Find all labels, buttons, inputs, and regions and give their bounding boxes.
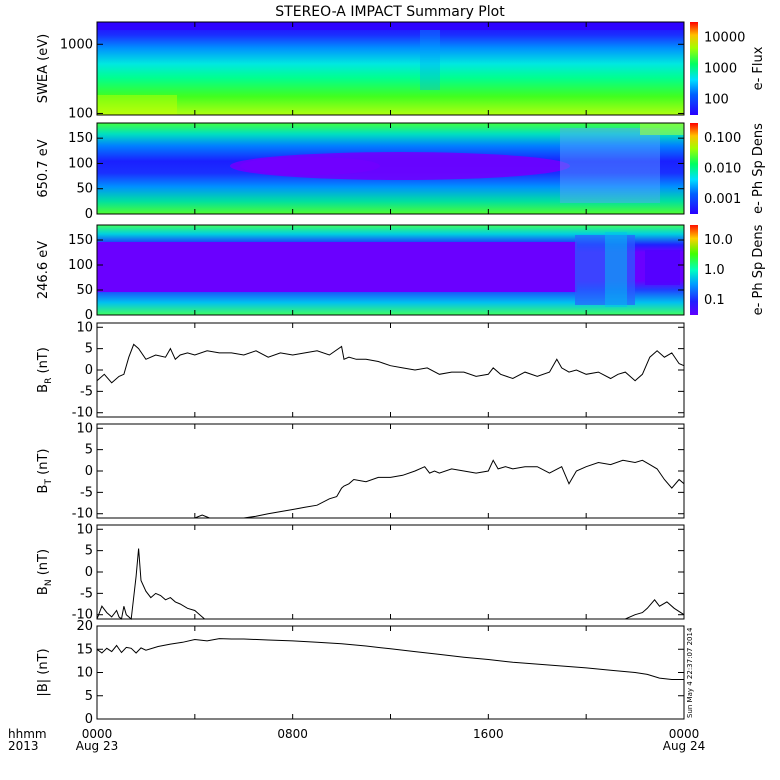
pad-650-ytick-label: 100	[68, 156, 93, 171]
bt-ytick-label: 5	[85, 443, 93, 458]
x-tick-date: Aug 23	[76, 739, 119, 753]
bmag-series-line	[96, 638, 684, 680]
swea-spectrogram	[97, 22, 684, 115]
swea-colorbar-tick: 1000	[704, 62, 737, 77]
bn-ytick-label: 0	[85, 565, 93, 580]
swea-ytick-label: 1000	[60, 37, 93, 52]
bn-frame	[96, 524, 685, 620]
bt-ytick-label: -5	[80, 485, 93, 500]
bmag-frame	[96, 625, 685, 720]
bn-ytick-label: -10	[72, 608, 93, 623]
bmag-ylabel: |B| (nT)	[36, 648, 51, 696]
br-ytick-label: -5	[80, 384, 93, 399]
pad-650-ylabel: 650.7 eV	[36, 139, 51, 197]
swea-colorbar-tick: 100	[704, 93, 729, 108]
bn-series-line	[96, 548, 685, 621]
pad-246-ylabel: 246.6 eV	[36, 241, 51, 299]
pad-246-spectrogram	[97, 225, 684, 315]
bn-ytick-label: 10	[76, 522, 93, 537]
bn-ytick-label: 5	[85, 544, 93, 559]
timestamp: Sun May 4 22:37:07 2014	[686, 627, 694, 718]
pad-246-colorbar-tick: 1.0	[704, 263, 725, 278]
swea-ylabel: SWEA (eV)	[36, 34, 51, 103]
x-row2-label: 2013	[8, 739, 39, 753]
br-ylabel: BR (nT)	[36, 347, 54, 393]
bmag-ytick-label: 15	[76, 642, 93, 657]
pad-246-ytick-label: 0	[85, 308, 93, 323]
pad-650-spectrogram	[97, 123, 684, 214]
x-tick-date: Aug 24	[663, 739, 706, 753]
bn-ylabel: BN (nT)	[36, 549, 54, 595]
pad-246-colorbar-label: e- Ph Sp Dens	[751, 224, 766, 315]
pad-650-colorbar-tick: 0.010	[704, 162, 741, 177]
pad-246-ytick-label: 150	[68, 233, 93, 248]
pad-650-colorbar-tick: 0.100	[704, 131, 741, 146]
swea-colorbar-label: e- Flux	[751, 46, 766, 90]
x-tick-time: 1600	[473, 727, 504, 741]
swea-ytick-label: 100	[68, 106, 93, 121]
bn-ytick-label: -5	[80, 586, 93, 601]
pad-650-ytick-label: 0	[85, 207, 93, 222]
x-tick-time: 0000	[82, 727, 113, 741]
br-series-line	[96, 343, 685, 384]
br-frame	[96, 322, 685, 418]
pad-650-ytick-label: 150	[68, 131, 93, 146]
bmag-ytick-label: 20	[76, 619, 93, 634]
bt-ylabel: BT (nT)	[36, 449, 54, 494]
pad-650-colorbar-tick: 0.001	[704, 192, 741, 207]
bt-frame	[96, 423, 685, 519]
pad-246-ytick-label: 100	[68, 258, 93, 273]
plot-title: STEREO-A IMPACT Summary Plot	[275, 4, 505, 20]
swea-colorbar	[690, 22, 698, 115]
x-tick-time: 0800	[277, 727, 308, 741]
swea-colorbar-tick: 10000	[704, 31, 745, 46]
pad-246-colorbar-tick: 10.0	[704, 233, 733, 248]
pad-650-colorbar-label: e- Ph Sp Dens	[751, 123, 766, 214]
x-row1-label: hhmm	[8, 727, 47, 741]
bmag-ytick-label: 0	[85, 712, 93, 727]
pad-650-colorbar	[690, 123, 698, 214]
pad-246-colorbar-tick: 0.1	[704, 293, 725, 308]
bt-ytick-label: -10	[72, 507, 93, 522]
br-ytick-label: 5	[85, 342, 93, 357]
pad-650-ytick-label: 50	[76, 182, 93, 197]
pad-246-colorbar	[690, 225, 698, 315]
bt-ytick-label: 0	[85, 464, 93, 479]
bmag-ytick-label: 10	[76, 666, 93, 681]
br-ytick-label: 0	[85, 363, 93, 378]
br-ytick-label: 10	[76, 320, 93, 335]
bt-series-line	[97, 459, 685, 519]
bt-ytick-label: 10	[76, 421, 93, 436]
bmag-ytick-label: 5	[85, 689, 93, 704]
br-ytick-label: -10	[72, 406, 93, 421]
pad-246-ytick-label: 50	[76, 283, 93, 298]
x-tick-time: 0000	[669, 727, 700, 741]
